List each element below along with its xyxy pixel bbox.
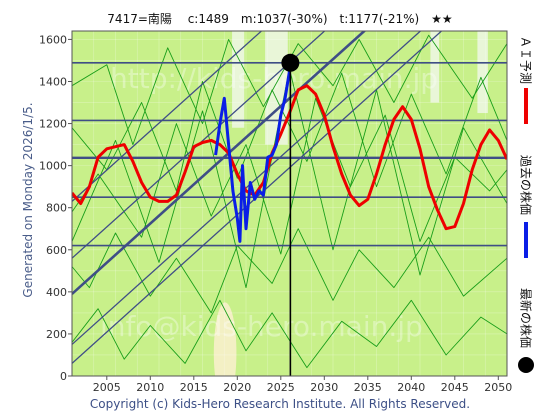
cycle-line-4 — [72, 299, 507, 369]
copyright-footer: Copyright (c) Kids-Hero Research Institu… — [89, 397, 471, 411]
x-tick-label: 2025 — [267, 381, 295, 394]
x-tick-label: 2040 — [397, 381, 425, 394]
light-band-2042 — [430, 31, 440, 103]
y-tick-label: 1200 — [39, 118, 67, 131]
x-tick-label: 2005 — [93, 381, 121, 394]
y-tick-label: 1000 — [39, 160, 67, 173]
x-tick-label: 2030 — [310, 381, 338, 394]
past-price-line — [214, 70, 291, 243]
x-tick-label: 2010 — [136, 381, 164, 394]
cycle-line-6 — [72, 72, 507, 192]
forecast-line — [72, 84, 507, 231]
cycle-line-3 — [72, 34, 507, 146]
legend-latest-label: 最新の株価 — [518, 287, 533, 349]
chart-title: 7417=南陽 c:1489 m:1037(-30%) t:1177(-21%)… — [107, 12, 453, 26]
y-tick-label: 200 — [46, 328, 67, 341]
y-tick-label: 800 — [46, 202, 67, 215]
plot-frame — [71, 30, 508, 377]
y-tick-label: 0 — [60, 370, 67, 383]
channel-line-1 — [72, 31, 367, 295]
channel-line-5 — [72, 31, 443, 364]
legend-forecast-swatch — [524, 88, 528, 124]
legend-latest-dot — [518, 357, 534, 373]
latest-price-marker — [281, 53, 300, 72]
watermark-top: http://kids-hero.main.jp — [110, 62, 438, 95]
watermark-bottom: info@kids-hero.main.jp — [100, 310, 423, 343]
legend-past-swatch — [524, 222, 528, 258]
cycle-line-5 — [72, 228, 507, 314]
cycle-line-2 — [72, 97, 507, 255]
legend-past-label: 過去の株価 — [518, 154, 533, 216]
y-tick-label: 1600 — [39, 33, 67, 46]
x-tick-label: 2050 — [484, 381, 512, 394]
light-band-2048 — [477, 31, 488, 114]
x-tick-label: 2035 — [354, 381, 382, 394]
x-tick-label: 2020 — [223, 381, 251, 394]
x-tick-label: 2015 — [180, 381, 208, 394]
y-tick-label: 400 — [46, 286, 67, 299]
generated-date-text: Generated on Monday 2026/1/5. — [21, 102, 35, 298]
y-tick-label: 1400 — [39, 75, 67, 88]
legend-forecast-label: ＡＩ予測 — [518, 35, 533, 85]
y-tick-label: 600 — [46, 244, 67, 257]
channel-line-2 — [72, 31, 263, 202]
channel-line-4 — [72, 31, 422, 345]
x-tick-label: 2045 — [441, 381, 469, 394]
